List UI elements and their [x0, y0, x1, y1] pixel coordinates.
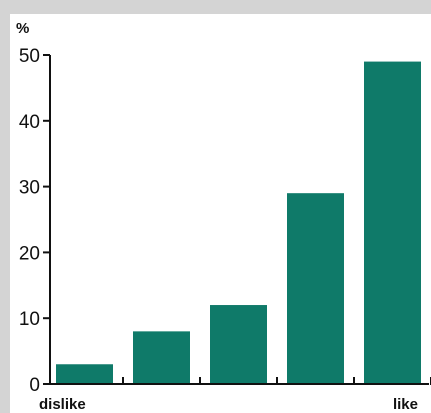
- y-tick-label: 30: [19, 178, 40, 199]
- y-tick-label: 0: [29, 375, 40, 396]
- bar-2: [133, 331, 190, 384]
- y-tick-label: 10: [19, 309, 40, 330]
- bar-3: [210, 305, 267, 384]
- y-axis-ticks: 0 10 20 30 40 50: [19, 46, 50, 396]
- bars: [56, 61, 421, 385]
- y-tick-label: 40: [19, 112, 40, 133]
- bar-4: [287, 193, 344, 384]
- bar-1: [56, 364, 113, 384]
- x-axis-right-end-label: like: [393, 396, 418, 413]
- bar-5: [364, 61, 421, 385]
- y-axis-unit-label: %: [16, 20, 29, 37]
- x-axis-left-end-label: dislike: [39, 396, 86, 413]
- x-axis-ticks: [122, 377, 431, 385]
- y-tick-label: 20: [19, 243, 40, 264]
- y-tick-label: 50: [19, 46, 40, 67]
